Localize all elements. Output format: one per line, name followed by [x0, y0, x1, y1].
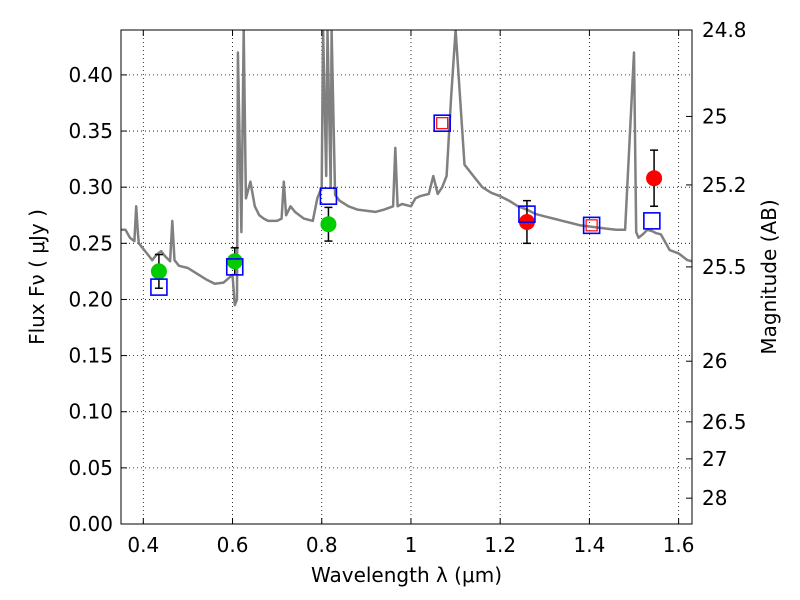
model-square [433, 114, 451, 132]
data-point [320, 216, 337, 233]
x-tick-label: 1.2 [484, 533, 516, 557]
data-point [150, 263, 167, 280]
x-axis-label: Wavelength λ (μm) [311, 563, 502, 587]
photometry-markers [150, 114, 663, 296]
right-axis-label: Magnitude (AB) [757, 199, 781, 354]
x-tick-label: 1 [405, 533, 418, 557]
right-tick-label: 26 [702, 349, 727, 373]
y-tick-label: 0.20 [68, 287, 113, 311]
y-tick-label: 0.35 [68, 119, 113, 143]
y-tick-label: 0.40 [68, 63, 113, 87]
data-point [646, 170, 663, 187]
upper-limit-square [585, 219, 598, 232]
right-tick-label: 24.8 [702, 18, 747, 42]
right-tick-label: 28 [702, 486, 727, 510]
model-square [150, 278, 168, 296]
right-tick-label: 25 [702, 104, 727, 128]
right-tick-label: 27 [702, 447, 727, 471]
y-tick-label: 0.05 [68, 456, 113, 480]
y-tick-label: 0.00 [68, 512, 113, 536]
model-square [518, 205, 536, 223]
data-point [226, 253, 243, 270]
x-tick-label: 1.6 [663, 533, 695, 557]
model-square [643, 212, 661, 230]
x-tick-label: 0.4 [127, 533, 159, 557]
model-square [225, 258, 244, 276]
y-tick-label: 0.15 [68, 344, 113, 368]
x-tick-label: 0.6 [217, 533, 249, 557]
model-spectrum [121, 30, 692, 307]
spectrum-line [121, 30, 692, 307]
upper-limit-square [436, 117, 449, 130]
plot-frame [120, 29, 693, 525]
right-tick-label: 25.5 [702, 255, 747, 279]
grid [121, 30, 692, 525]
right-tick-label: 25.2 [702, 173, 747, 197]
y-tick-label: 0.10 [68, 400, 113, 424]
x-tick-label: 0.8 [306, 533, 338, 557]
y-tick-label: 0.25 [68, 231, 113, 255]
model-square [319, 187, 338, 205]
right-tick-label: 26.5 [702, 410, 747, 434]
x-tick-label: 1.4 [573, 533, 605, 557]
y-axis-label: Flux Fν ( μJy ) [25, 209, 49, 345]
y-tick-label: 0.30 [68, 175, 113, 199]
axis-ticks: 0.4 0.6 0.8 1 1.2 1.4 1.6 0.00 0.05 0.10 0.15 0.20 0… [68, 18, 746, 557]
model-square [582, 216, 601, 235]
